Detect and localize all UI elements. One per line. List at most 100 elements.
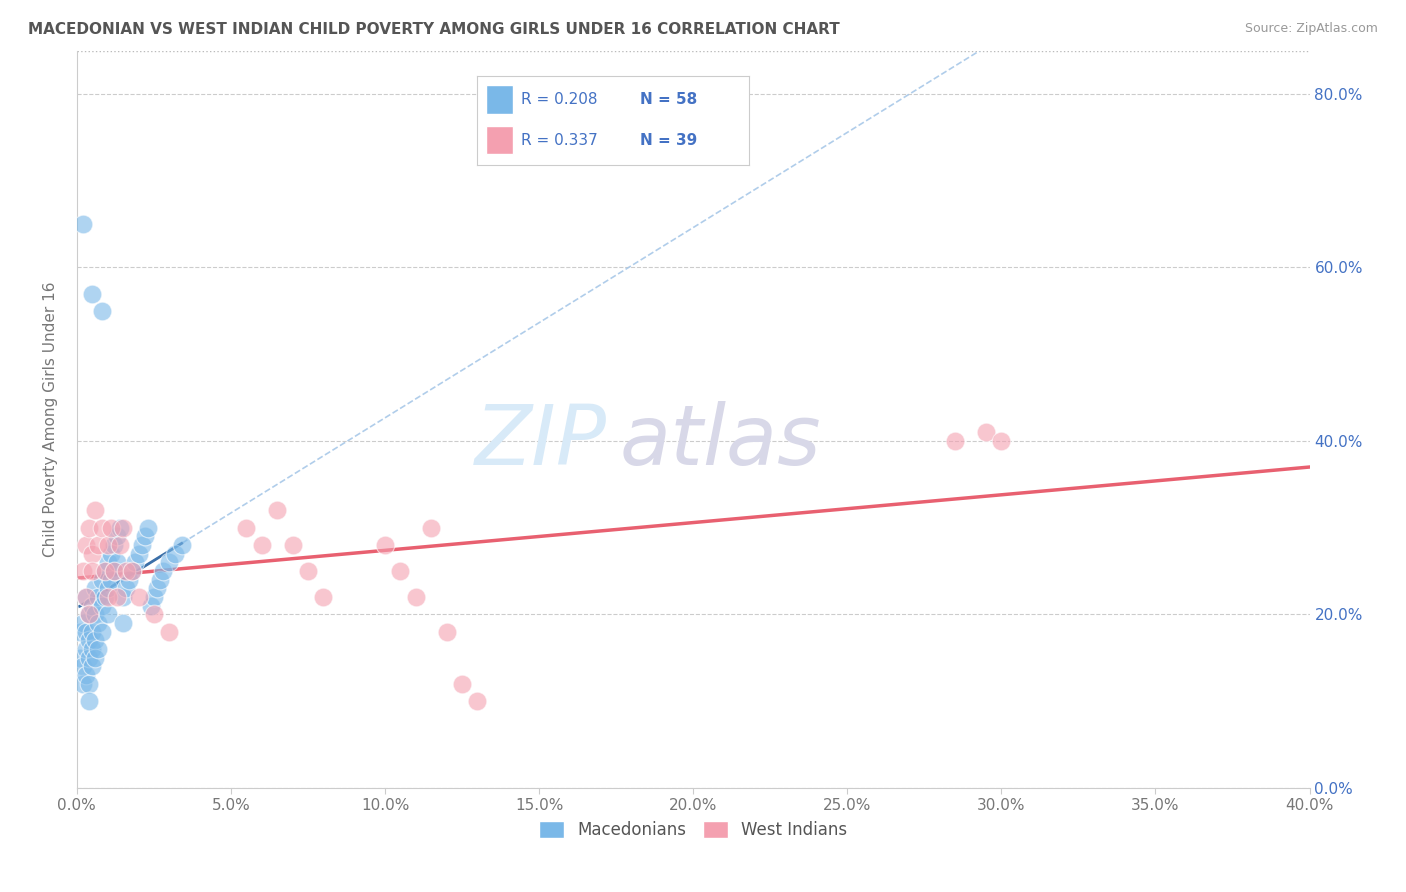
Point: [103, 564, 125, 578]
Point: [72, 659, 94, 673]
Point: [142, 607, 165, 622]
Point: [90, 624, 112, 639]
Point: [139, 599, 162, 613]
Point: [77, 633, 100, 648]
Point: [121, 564, 143, 578]
Point: [112, 590, 135, 604]
Point: [87, 642, 110, 657]
Point: [121, 564, 143, 578]
Point: [131, 538, 153, 552]
Point: [77, 694, 100, 708]
Text: atlas: atlas: [619, 401, 821, 482]
Point: [149, 573, 172, 587]
Point: [84, 503, 107, 517]
Point: [90, 573, 112, 587]
Point: [128, 547, 150, 561]
Point: [281, 538, 304, 552]
Point: [467, 694, 489, 708]
Point: [105, 555, 128, 569]
Point: [77, 607, 100, 622]
Point: [943, 434, 966, 448]
Point: [77, 650, 100, 665]
Point: [170, 538, 193, 552]
Point: [105, 529, 128, 543]
Point: [72, 217, 94, 231]
Point: [77, 677, 100, 691]
Point: [77, 521, 100, 535]
Point: [108, 521, 131, 535]
Point: [75, 590, 97, 604]
Point: [72, 564, 94, 578]
Point: [105, 590, 128, 604]
Point: [112, 521, 135, 535]
Point: [93, 590, 115, 604]
Point: [97, 538, 120, 552]
Point: [100, 521, 122, 535]
Point: [84, 650, 107, 665]
Point: [93, 564, 115, 578]
Point: [77, 607, 100, 622]
Point: [250, 538, 273, 552]
Point: [82, 642, 104, 657]
Point: [420, 521, 443, 535]
Point: [82, 624, 104, 639]
Point: [87, 590, 110, 604]
Point: [128, 590, 150, 604]
Point: [118, 573, 141, 587]
Point: [100, 547, 122, 561]
Point: [974, 425, 997, 440]
Point: [374, 538, 396, 552]
Point: [75, 668, 97, 682]
Point: [451, 677, 474, 691]
Point: [405, 590, 427, 604]
Point: [103, 538, 125, 552]
Point: [75, 538, 97, 552]
Point: [115, 582, 138, 596]
Point: [84, 582, 107, 596]
Point: [84, 633, 107, 648]
Point: [75, 624, 97, 639]
Text: Source: ZipAtlas.com: Source: ZipAtlas.com: [1244, 22, 1378, 36]
Point: [72, 615, 94, 630]
Text: MACEDONIAN VS WEST INDIAN CHILD POVERTY AMONG GIRLS UNDER 16 CORRELATION CHART: MACEDONIAN VS WEST INDIAN CHILD POVERTY …: [28, 22, 839, 37]
Point: [103, 564, 125, 578]
Point: [84, 607, 107, 622]
Point: [165, 547, 187, 561]
Point: [136, 521, 159, 535]
Text: ZIP: ZIP: [475, 401, 607, 482]
Point: [82, 599, 104, 613]
Point: [97, 590, 120, 604]
Point: [297, 564, 319, 578]
Point: [97, 555, 120, 569]
Point: [82, 659, 104, 673]
Point: [124, 555, 146, 569]
Point: [142, 590, 165, 604]
Point: [75, 590, 97, 604]
Point: [75, 642, 97, 657]
Point: [90, 599, 112, 613]
Point: [157, 624, 180, 639]
Point: [82, 547, 104, 561]
Point: [108, 538, 131, 552]
Point: [87, 538, 110, 552]
Point: [389, 564, 412, 578]
Point: [87, 615, 110, 630]
Point: [90, 521, 112, 535]
Point: [146, 582, 169, 596]
Point: [112, 615, 135, 630]
Point: [82, 286, 104, 301]
Point: [235, 521, 257, 535]
Point: [82, 564, 104, 578]
Y-axis label: Child Poverty Among Girls Under 16: Child Poverty Among Girls Under 16: [44, 282, 58, 557]
Point: [72, 677, 94, 691]
Point: [312, 590, 335, 604]
Point: [93, 564, 115, 578]
Legend: Macedonians, West Indians: Macedonians, West Indians: [533, 814, 853, 846]
Point: [990, 434, 1012, 448]
Point: [436, 624, 458, 639]
Point: [157, 555, 180, 569]
Point: [69, 650, 91, 665]
Point: [100, 573, 122, 587]
Point: [69, 624, 91, 639]
Point: [134, 529, 156, 543]
